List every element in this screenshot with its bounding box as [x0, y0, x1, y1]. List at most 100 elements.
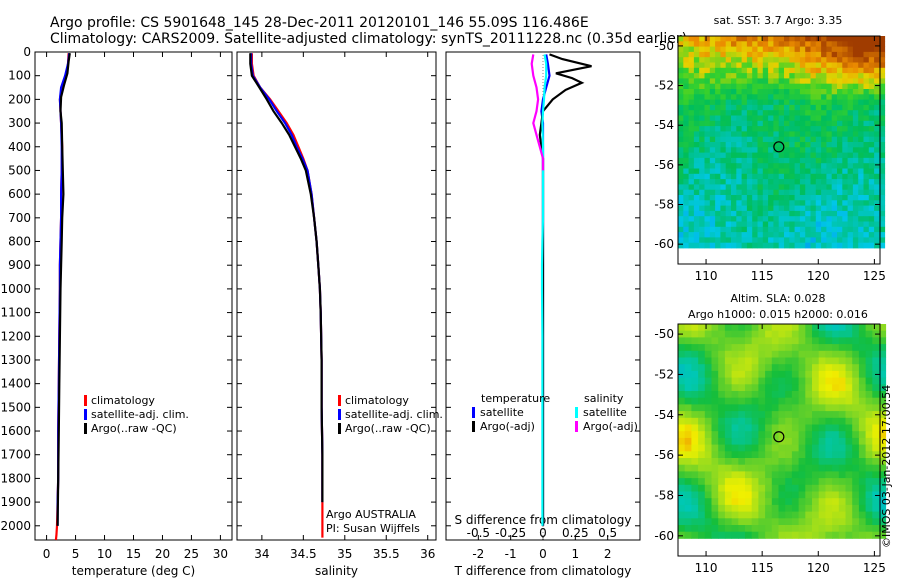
sst-heatmap-cell [858, 73, 864, 79]
sst-heatmap-cell [731, 221, 737, 228]
sla-heatmap-cell [724, 511, 732, 519]
sla-heatmap-cell [745, 384, 753, 392]
depth-tick-label: 1300 [0, 353, 31, 367]
sla-heatmap-cell [698, 344, 706, 352]
sst-heatmap-cell [778, 62, 785, 69]
sst-heatmap-cell [847, 226, 854, 233]
sst-heatmap-cell [693, 73, 700, 79]
sst-heatmap-cell [837, 62, 843, 69]
sla-heatmap-cell [805, 377, 813, 385]
sst-heatmap-cell [810, 104, 817, 111]
sst-heatmap-cell [678, 131, 684, 138]
sla-heatmap-cell [805, 504, 813, 512]
sla-heatmap-cell [678, 531, 686, 539]
sst-heatmap-cell [874, 205, 880, 212]
sla-heatmap-cell [832, 498, 840, 506]
sst-heatmap-cell [715, 237, 721, 244]
sst-heatmap-cell [852, 46, 859, 53]
sst-heatmap-cell [874, 83, 880, 90]
sst-heatmap-cell [799, 142, 806, 148]
sst-heatmap-cell [842, 99, 848, 106]
sst-heatmap-cell [741, 110, 748, 116]
sst-heatmap-cell [725, 226, 732, 233]
sst-heatmap-cell [757, 83, 764, 90]
sla-heatmap-cell [724, 498, 732, 506]
sla-heatmap-cell [718, 330, 726, 338]
sla-heatmap-cell [738, 471, 746, 479]
sla-heatmap-cell [738, 350, 746, 358]
sst-heatmap-cell [821, 168, 827, 175]
sst-heatmap-cell [709, 126, 716, 132]
sst-heatmap-cell [693, 41, 700, 47]
sst-heatmap-cell [831, 136, 838, 143]
sla-heatmap-cell [724, 377, 732, 385]
sla-heatmap-cell [798, 364, 806, 372]
sst-heatmap-cell [699, 157, 705, 164]
sst-heatmap-cell [842, 62, 848, 69]
sst-heatmap-cell [874, 36, 880, 42]
sst-heatmap-cell [768, 184, 774, 191]
sst-heatmap-cell [799, 67, 806, 74]
sst-heatmap-cell [741, 41, 748, 47]
sst-heatmap-cell [826, 78, 833, 85]
sst-heatmap-cell [789, 73, 795, 79]
sst-heatmap-cell [741, 83, 748, 90]
sla-heatmap-cell [838, 471, 846, 479]
sst-heatmap-cell [874, 78, 880, 85]
sst-heatmap-cell [736, 195, 742, 201]
sst-heatmap-cell [837, 46, 843, 53]
sst-heatmap-cell [688, 99, 695, 106]
sla-heatmap-cell [758, 458, 766, 466]
sla-heatmap-cell [879, 391, 887, 399]
sst-heatmap-cell [715, 200, 721, 206]
sla-heatmap-cell [704, 478, 712, 486]
sst-heatmap-cell [773, 62, 780, 69]
sst-heatmap-cell [704, 210, 711, 217]
sst-heatmap-cell [879, 46, 886, 53]
sla-heatmap-cell [738, 384, 746, 392]
sla-heatmap-cell [858, 344, 866, 352]
sla-heatmap-cell [711, 370, 719, 378]
sst-heatmap-cell [731, 51, 737, 58]
sst-heatmap-cell [768, 36, 774, 42]
legend-label: climatology [345, 394, 409, 407]
sla-heatmap-cell [698, 484, 706, 492]
sst-heatmap-cell [704, 89, 711, 95]
sla-heatmap-cell [879, 518, 887, 526]
sst-heatmap-cell [736, 51, 742, 58]
sst-heatmap-cell [678, 120, 684, 127]
sla-heatmap-cell [758, 344, 766, 352]
sst-heatmap-cell [741, 36, 748, 42]
sst-heatmap-cell [831, 173, 838, 180]
sst-heatmap-cell [821, 205, 827, 212]
sla-heatmap-cell [738, 444, 746, 452]
sst-heatmap-cell [725, 163, 732, 169]
sst-heatmap-cell [858, 104, 864, 111]
sla-heatmap-cell [691, 478, 699, 486]
legend-label: Argo(-adj) [480, 420, 535, 433]
sst-heatmap-cell [725, 157, 732, 164]
sst-heatmap-cell [699, 237, 705, 244]
sla-heatmap-cell [738, 491, 746, 499]
sst-heatmap-cell [821, 237, 827, 244]
sst-heatmap-cell [699, 115, 705, 122]
temperature-xtick-label: 5 [72, 547, 80, 561]
sla-heatmap-cell [691, 330, 699, 338]
sla-heatmap-cell [858, 391, 866, 399]
sla-heatmap-cell [691, 451, 699, 459]
sst-heatmap-cell [863, 110, 870, 116]
sla-heatmap-cell [805, 417, 813, 425]
sst-heatmap-cell [815, 78, 822, 85]
sla-heatmap-cell [778, 350, 786, 358]
sla-heatmap-cell [745, 357, 753, 365]
sla-heatmap-cell [791, 397, 799, 405]
sst-heatmap-cell [868, 94, 875, 100]
sst-heatmap-cell [805, 62, 811, 69]
sst-heatmap-cell [699, 110, 705, 116]
sla-heatmap-cell [805, 384, 813, 392]
sla-heatmap-cell [738, 451, 746, 459]
sst-heatmap-cell [863, 36, 870, 42]
sst-heatmap-cell [678, 46, 684, 53]
sst-heatmap-cell [768, 242, 774, 249]
sla-heatmap-cell [771, 478, 779, 486]
